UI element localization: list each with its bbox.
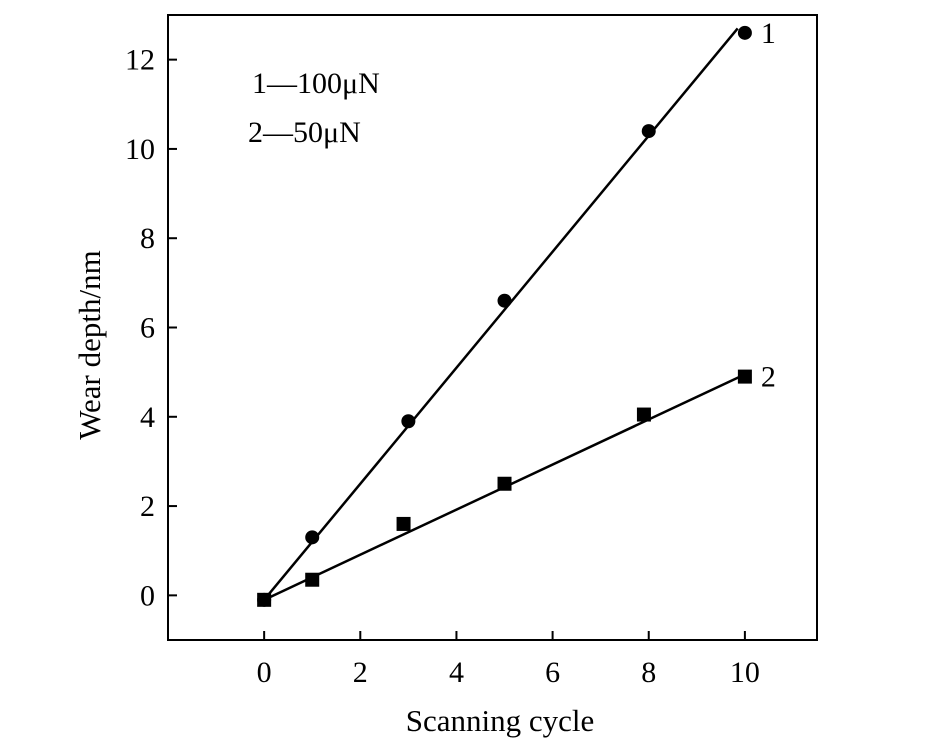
- x-tick-label: 6: [545, 656, 560, 689]
- series-1-point: [497, 293, 512, 308]
- series-2: 2: [257, 361, 776, 607]
- y-tick-label: 0: [140, 579, 155, 612]
- x-tick-label: 2: [353, 656, 368, 689]
- series-2-point: [737, 369, 752, 384]
- series-2-point: [396, 516, 411, 531]
- y-tick-label: 4: [140, 401, 155, 434]
- series-layer: 12: [257, 17, 776, 607]
- y-tick-label: 12: [125, 44, 155, 77]
- y-axis: 0 2 4 6 8 10 12: [125, 44, 177, 612]
- series-1: 1: [257, 17, 776, 607]
- y-tick-label: 8: [140, 222, 155, 255]
- series-2-point: [636, 407, 651, 422]
- series-1-point: [641, 124, 656, 139]
- series-1-point: [737, 25, 752, 40]
- series-2-point: [257, 592, 272, 607]
- plot-border: [167, 14, 818, 641]
- plot-frame: [167, 14, 818, 641]
- legend-entry-1: 1—100μN: [252, 67, 380, 100]
- series-2-point: [497, 476, 512, 491]
- x-tick-label: 10: [730, 656, 760, 689]
- x-axis: 0 2 4 6 8 10: [257, 631, 760, 689]
- x-tick-label: 8: [641, 656, 656, 689]
- x-tick-label: 0: [257, 656, 272, 689]
- series-1-point: [305, 530, 320, 545]
- x-tick-label: 4: [449, 656, 464, 689]
- y-tick-label: 10: [125, 133, 155, 166]
- series-2-point: [305, 572, 320, 587]
- legend: 1—100μN 2—50μN: [248, 67, 380, 149]
- y-tick-label: 2: [140, 490, 155, 523]
- series-1-line: [263, 27, 739, 601]
- series-1-label: 1: [761, 17, 776, 50]
- y-tick-label: 6: [140, 312, 155, 345]
- series-2-label: 2: [761, 361, 776, 394]
- x-axis-title: Scanning cycle: [406, 703, 595, 738]
- series-1-point: [401, 414, 416, 429]
- legend-entry-2: 2—50μN: [248, 116, 361, 149]
- y-axis-title: Wear depth/nm: [72, 250, 107, 439]
